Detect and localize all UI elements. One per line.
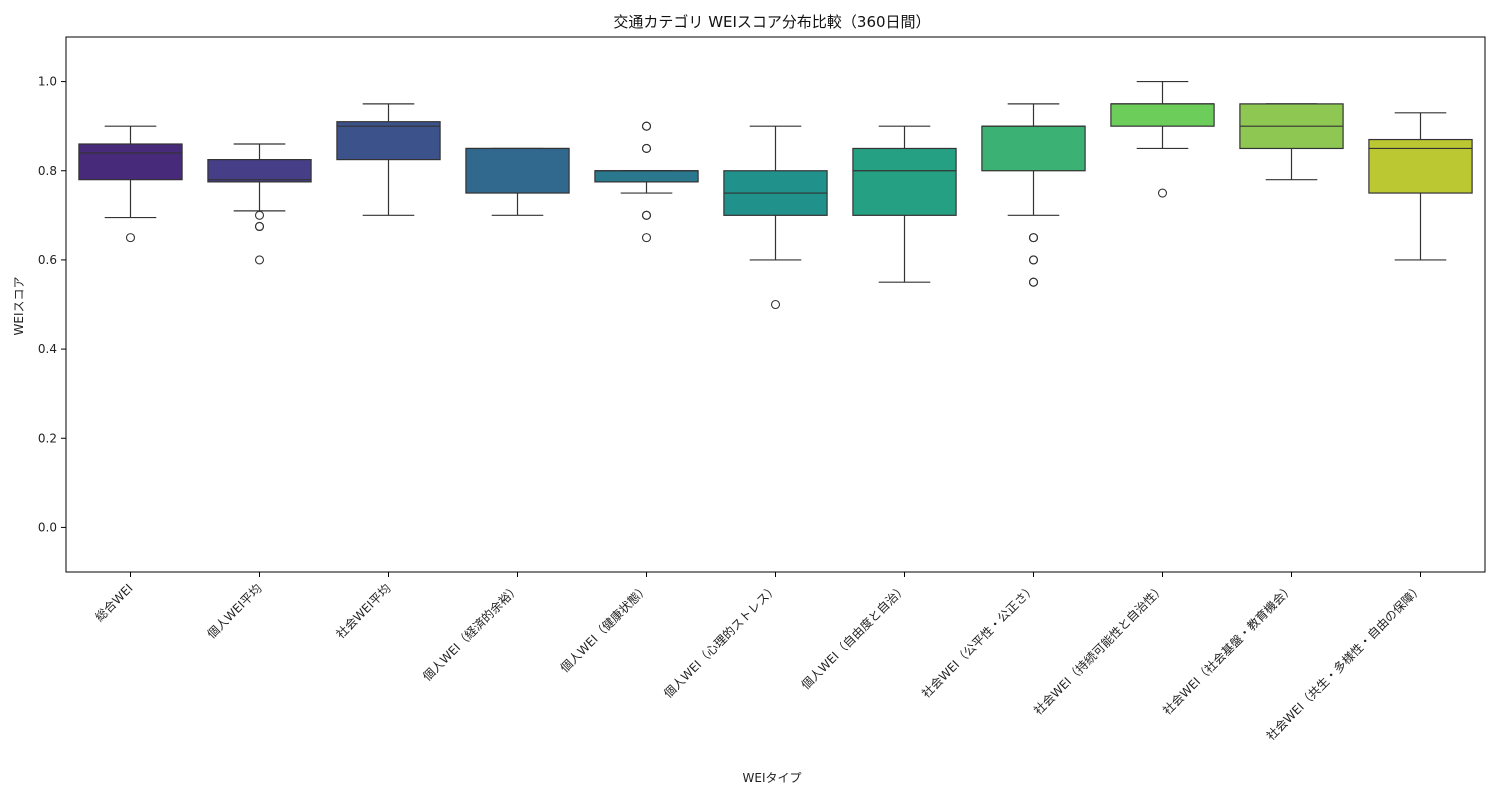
outlier-point [125,233,136,243]
x-tick-label: 社会WEI（社会基盤・教育機会） [1159,581,1296,718]
y-tick-label: 0.0 [38,520,57,534]
y-tick-label: 0.2 [38,431,57,445]
x-axis-label: WEIタイプ [743,771,802,785]
box [1368,138,1473,194]
x-tick-label: 個人WEI（心理的ストレス） [660,581,780,701]
x-tick-label: 社会WEI（持続可能性と自治性） [1030,581,1167,718]
x-tick-label: 社会WEI（共生・多様性・自由の保障） [1263,581,1426,744]
box [981,125,1086,172]
box [594,170,699,183]
x-tick-label: 社会WEI平均 [333,581,394,642]
x-tick-label: 個人WEI（健康状態） [557,581,652,676]
chart-title: 交通カテゴリ WEIスコア分布比較（360日間） [613,13,930,31]
x-tick-label: 個人WEI（自由度と自治） [798,581,910,693]
y-tick-label: 0.8 [38,164,57,178]
outlier-point [641,121,652,131]
x-tick-label: 個人WEI平均 [205,581,265,641]
outlier-point [1028,255,1039,265]
x-tick-label: 総合WEI [92,581,136,625]
y-tick-label: 0.4 [38,342,57,356]
outlier-point [641,143,652,154]
box [336,121,441,161]
outlier-point [254,255,265,265]
outlier-point [1157,188,1168,198]
x-tick-label: 個人WEI（経済的余裕） [419,581,522,684]
outlier-point [254,221,265,232]
outlier-point [254,210,265,220]
box [1110,103,1215,127]
box [852,147,957,216]
x-tick-label: 社会WEI（公平性・公正さ） [918,581,1038,701]
box [465,147,570,194]
y-tick-label: 1.0 [38,75,57,89]
outlier-point [1028,233,1039,243]
outlier-point [1028,277,1039,287]
outlier-point [641,210,652,220]
y-axis-label: WEIスコア [12,277,26,336]
box [78,143,183,181]
outlier-point [641,233,652,243]
y-tick-label: 0.6 [38,253,57,267]
box [207,159,312,183]
outlier-point [770,299,781,310]
